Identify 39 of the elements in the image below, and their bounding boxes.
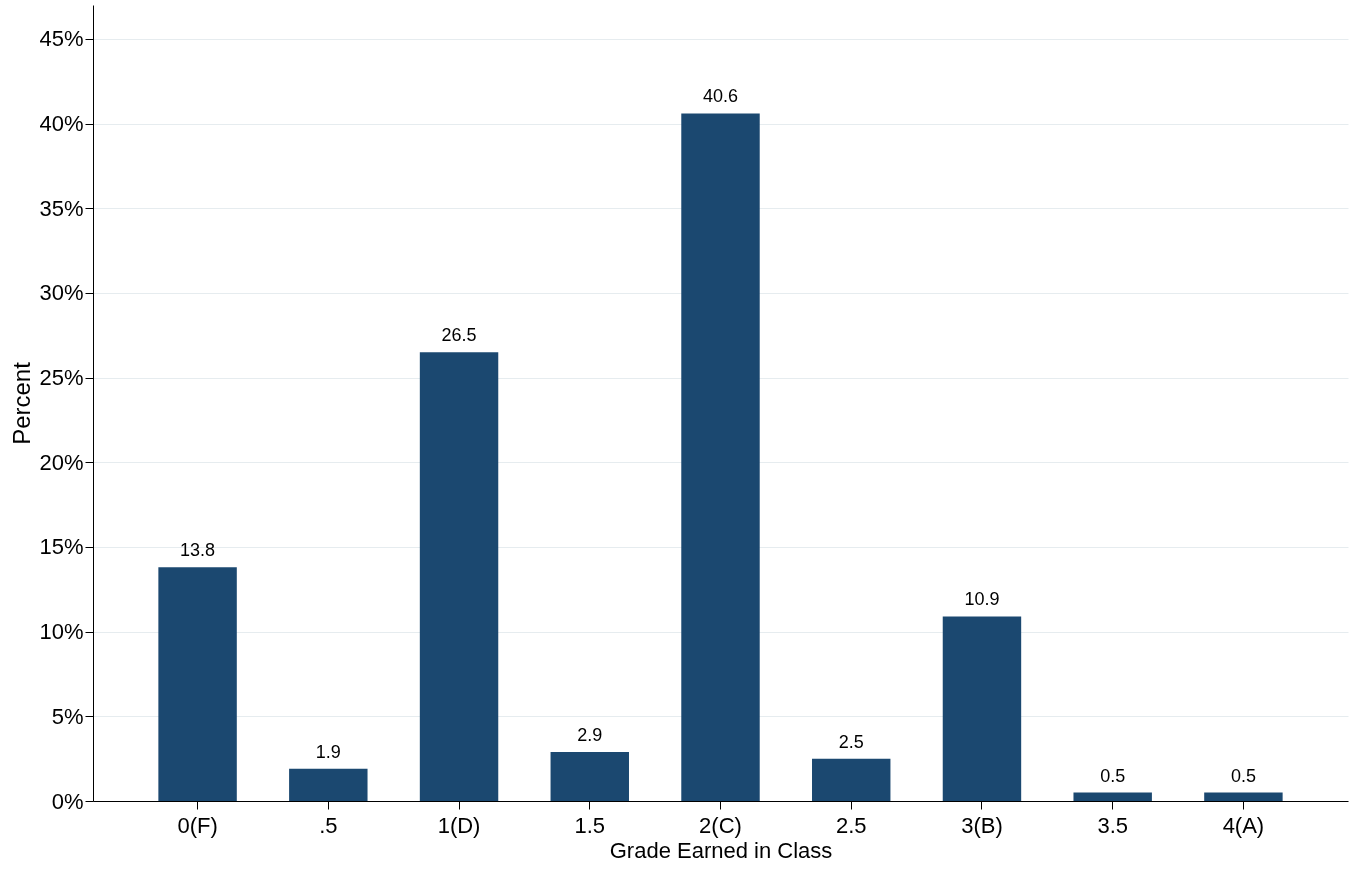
- y-tick-label: 0%: [51, 788, 84, 814]
- data-label: 0.5: [1230, 765, 1256, 786]
- y-tick-label: 10%: [39, 619, 84, 645]
- bar: [158, 567, 237, 801]
- bar: [419, 352, 499, 801]
- x-axis-title: Grade Earned in Class: [609, 837, 833, 863]
- y-tick-label: 45%: [39, 26, 84, 52]
- y-tick-label: 35%: [39, 195, 84, 221]
- x-tick-label: 2(C): [699, 812, 742, 838]
- data-label: 26.5: [441, 325, 477, 346]
- bar: [1204, 792, 1283, 801]
- data-label: 2.5: [838, 731, 864, 752]
- bar: [812, 758, 891, 801]
- bar: [681, 113, 760, 801]
- y-tick-label: 30%: [39, 280, 84, 306]
- y-axis-title: Percent: [8, 361, 36, 445]
- data-label: 1.9: [315, 741, 341, 762]
- y-tick-label: 20%: [39, 449, 84, 475]
- bar: [550, 751, 629, 801]
- bar: [289, 768, 368, 801]
- x-tick-label: 3(B): [961, 812, 1003, 838]
- y-tick-label: 40%: [39, 111, 84, 137]
- y-tick-label: 5%: [51, 703, 84, 729]
- x-tick-label: 1(D): [437, 812, 481, 838]
- data-label: 13.8: [180, 540, 216, 561]
- y-tick-label: 25%: [39, 365, 84, 391]
- x-tick-label: 4(A): [1222, 812, 1265, 838]
- y-tick-label: 15%: [39, 534, 84, 560]
- bar: [1073, 792, 1152, 801]
- data-label: 0.5: [1100, 765, 1126, 786]
- data-label: 40.6: [702, 86, 739, 107]
- x-tick-label: 0(F): [177, 812, 218, 838]
- x-tick-label: .5: [319, 812, 338, 838]
- x-tick-label: 1.5: [574, 812, 606, 838]
- data-label: 10.9: [964, 589, 1000, 610]
- x-tick-label: 3.5: [1097, 812, 1128, 838]
- data-label: 2.9: [577, 724, 603, 745]
- x-tick-label: 2.5: [835, 812, 867, 838]
- bar: [942, 616, 1022, 801]
